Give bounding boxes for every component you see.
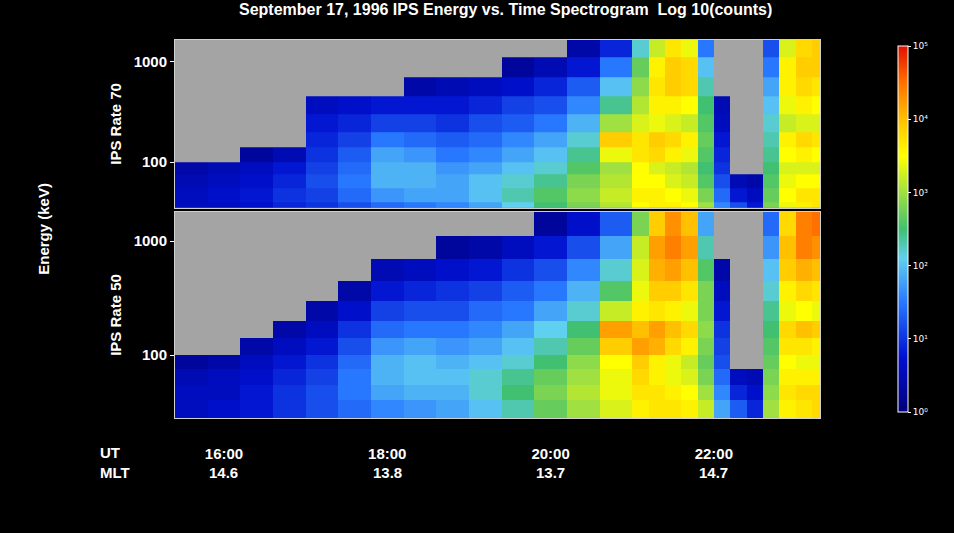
- svg-text:Energy (keV): Energy (keV): [35, 183, 52, 275]
- svg-text:1000: 1000: [134, 53, 167, 70]
- svg-text:UT: UT: [100, 444, 120, 461]
- svg-text:20:00: 20:00: [531, 445, 569, 462]
- svg-text:14.7: 14.7: [699, 464, 728, 481]
- svg-text:1000: 1000: [134, 232, 167, 249]
- svg-text:IPS Rate 50: IPS Rate 50: [107, 274, 124, 356]
- svg-text:18:00: 18:00: [368, 445, 406, 462]
- svg-text:IPS Rate 70: IPS Rate 70: [107, 83, 124, 165]
- svg-text:14.6: 14.6: [209, 464, 238, 481]
- svg-text:10⁰: 10⁰: [913, 407, 928, 417]
- svg-text:10²: 10²: [913, 261, 928, 271]
- svg-text:10⁴: 10⁴: [913, 114, 928, 124]
- svg-text:September 17, 1996 IPS Energy: September 17, 1996 IPS Energy vs. Time S…: [239, 1, 772, 18]
- svg-text:16:00: 16:00: [205, 445, 243, 462]
- svg-text:13.7: 13.7: [536, 464, 565, 481]
- svg-text:10⁵: 10⁵: [913, 41, 928, 51]
- svg-text:100: 100: [142, 153, 167, 170]
- svg-text:22:00: 22:00: [695, 445, 733, 462]
- svg-text:13.8: 13.8: [373, 464, 402, 481]
- svg-text:10³: 10³: [913, 188, 928, 198]
- svg-text:100: 100: [142, 346, 167, 363]
- svg-text:10¹: 10¹: [913, 334, 928, 344]
- svg-text:MLT: MLT: [100, 464, 130, 481]
